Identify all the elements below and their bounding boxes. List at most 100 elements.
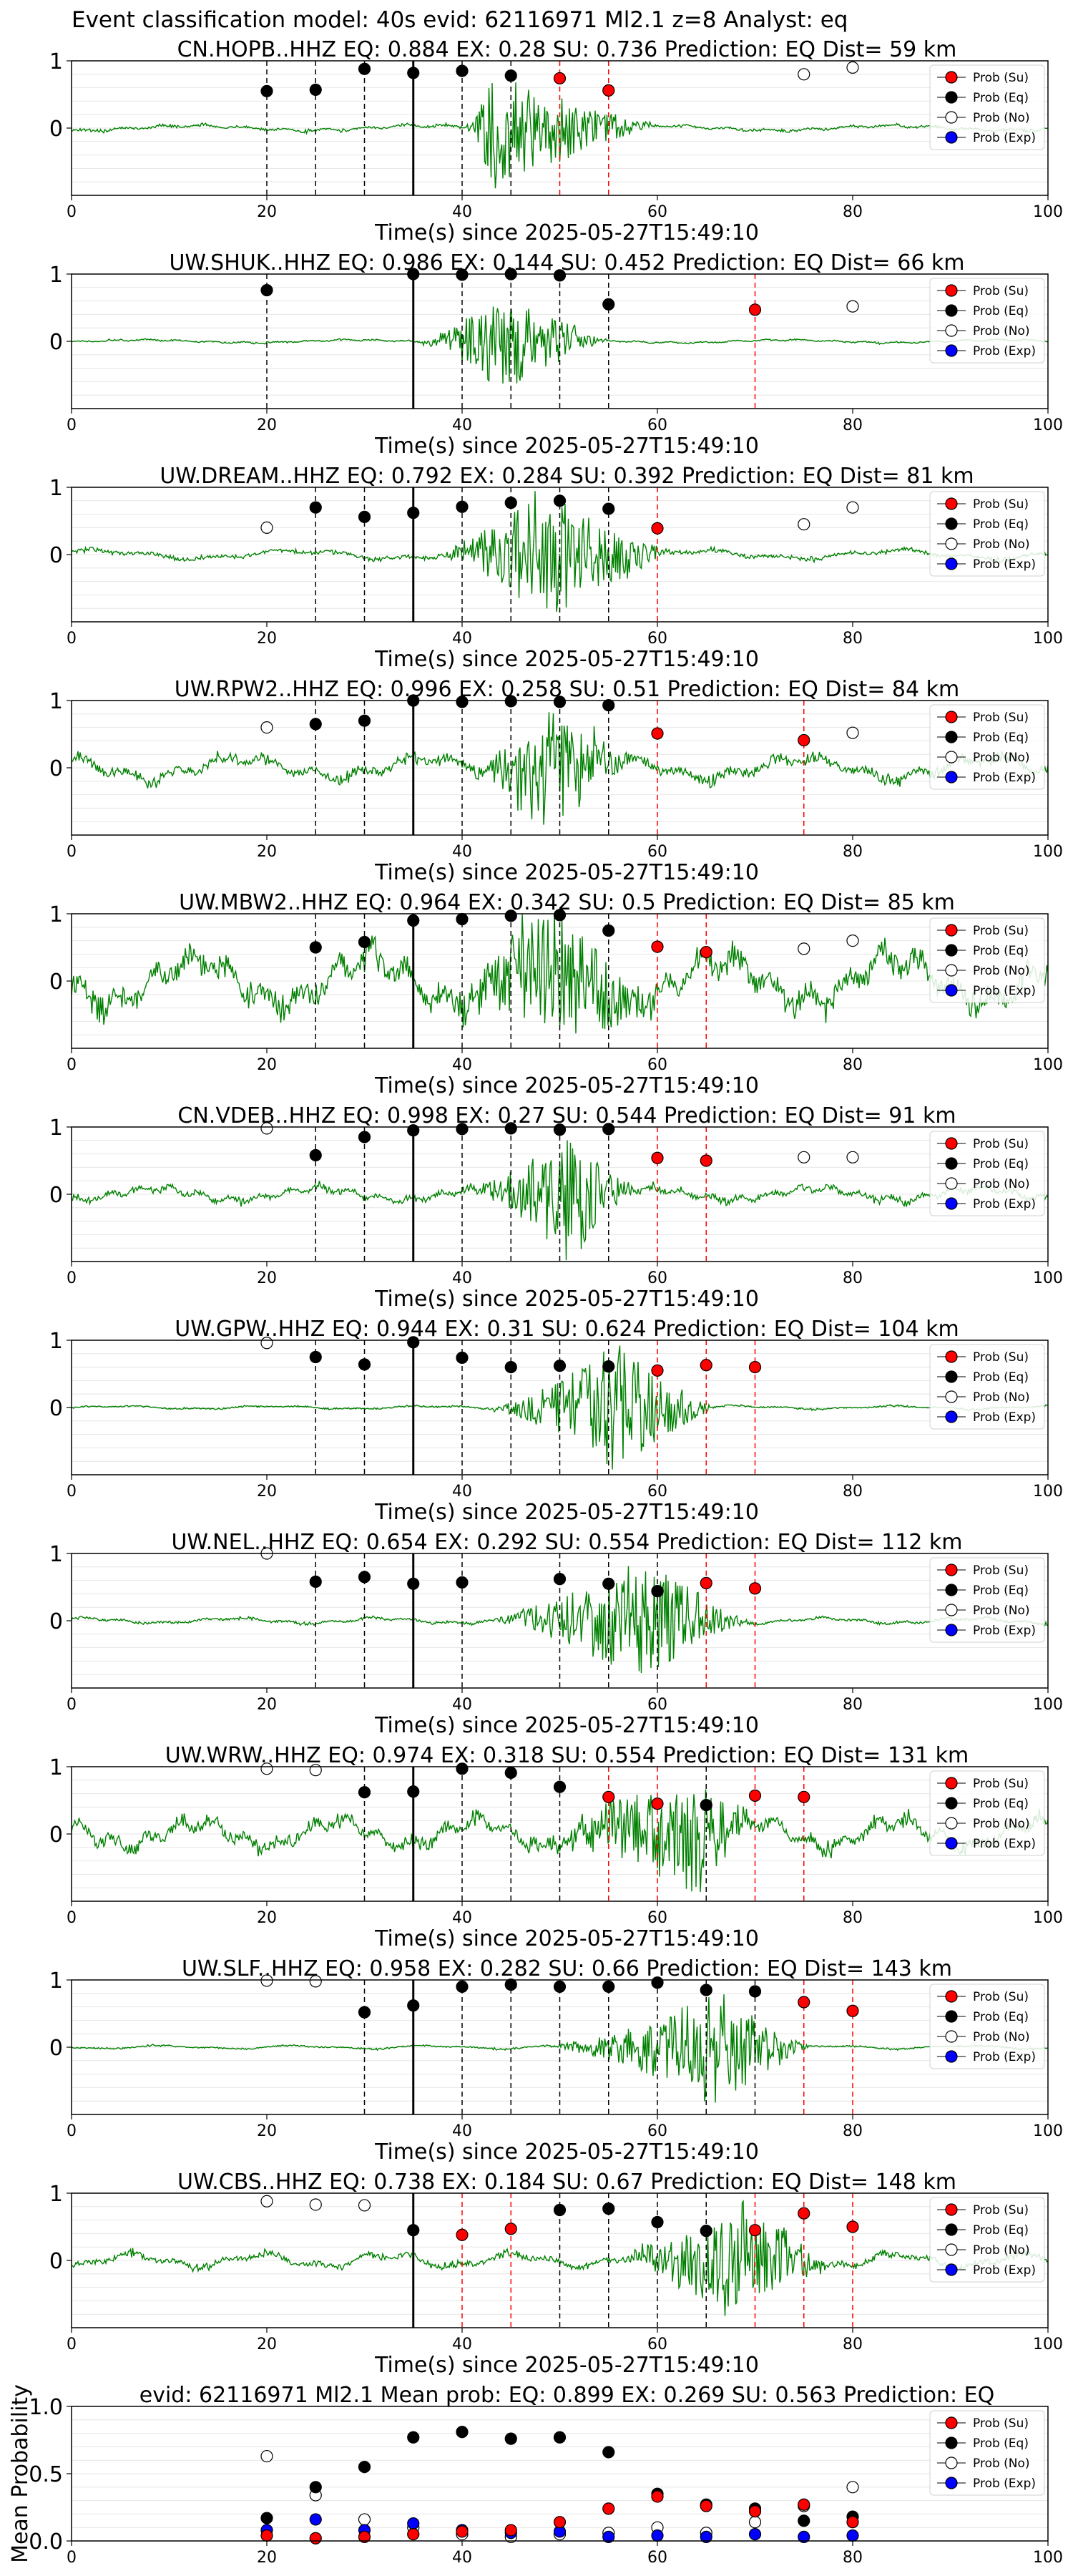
prob-no-point [748, 2516, 762, 2529]
legend-marker [945, 771, 958, 784]
prob-su-point [358, 2530, 371, 2543]
x-tick-label: 0 [67, 1696, 77, 1714]
prob-exp-point [651, 2529, 664, 2542]
x-tick-label: 100 [1033, 1483, 1063, 1501]
prob-eq-point [504, 695, 517, 708]
legend-marker [945, 131, 958, 144]
x-tick-label: 40 [452, 1269, 472, 1287]
prob-eq-point [407, 1999, 420, 2012]
legend-label: Prob (Su) [973, 1777, 1029, 1791]
prob-su-point [846, 2516, 859, 2529]
legend-box [929, 704, 1045, 790]
x-tick-label: 100 [1033, 1696, 1063, 1714]
prob-eq-point [553, 1573, 567, 1586]
x-tick-label: 0 [67, 843, 77, 861]
x-tick-label: 40 [452, 2336, 472, 2353]
legend-box [929, 1984, 1045, 2069]
prob-exp-point [846, 2529, 859, 2542]
prob-su-point [504, 2524, 517, 2537]
legend-marker [945, 91, 958, 104]
prob-eq-point [260, 84, 273, 97]
legend: Prob (Su) Prob (Eq) Prob (No) Prob (Exp) [929, 1131, 1045, 1216]
y-tick-label: 1 [49, 2182, 63, 2207]
legend-marker [945, 2050, 958, 2063]
legend-marker [945, 944, 958, 957]
x-axis-label: Time(s) since 2025-05-27T15:49:10 [374, 860, 759, 885]
prob-eq-point [358, 1358, 371, 1371]
prob-eq-point [553, 1780, 567, 1793]
x-tick-label: 20 [257, 630, 277, 648]
prob-eq-point [700, 1984, 712, 1996]
prob-su-point [651, 727, 664, 740]
legend-label: Prob (Su) [973, 711, 1029, 725]
y-tick-label: 1 [49, 1116, 63, 1141]
legend: Prob (Su) Prob (Eq) Prob (No) Prob (Exp) [929, 704, 1045, 790]
prob-su-point [846, 2220, 859, 2233]
prob-no-point [260, 1974, 273, 1987]
legend-label: Prob (Su) [973, 924, 1029, 938]
prob-eq-point [358, 935, 371, 949]
prob-no-point [260, 2195, 273, 2207]
legend-marker [945, 111, 958, 124]
x-tick-label: 60 [647, 1696, 667, 1714]
prob-exp-point [798, 2530, 810, 2543]
panel-title: CN.VDEB..HHZ EQ: 0.998 EX: 0.27 SU: 0.54… [177, 1103, 956, 1128]
legend-marker [945, 731, 958, 743]
x-tick-label: 80 [843, 1909, 863, 1927]
legend-label: Prob (No) [973, 1604, 1030, 1618]
prob-su-point [798, 2207, 810, 2220]
legend-marker [945, 2263, 958, 2276]
prob-eq-point [358, 1571, 371, 1584]
prob-su-point [260, 2529, 273, 2542]
legend-marker [945, 1777, 958, 1790]
prob-exp-point [602, 2530, 615, 2543]
legend-label: Prob (No) [973, 1390, 1030, 1405]
legend-label: Prob (Exp) [973, 2050, 1036, 2064]
prob-su-point [700, 1576, 712, 1589]
prob-eq-point [504, 1766, 517, 1780]
prob-su-point [798, 2498, 810, 2511]
x-tick-label: 100 [1033, 416, 1063, 434]
panel-title: CN.HOPB..HHZ EQ: 0.884 EX: 0.28 SU: 0.73… [177, 37, 957, 62]
legend-marker [945, 751, 958, 763]
x-tick-label: 0 [67, 1483, 77, 1501]
seismogram-trace [72, 491, 1048, 613]
legend-label: Prob (Exp) [973, 1410, 1036, 1425]
seismogram-trace [72, 82, 1048, 189]
prob-su-point [748, 1789, 762, 1802]
legend-label: Prob (Eq) [973, 1584, 1029, 1598]
y-tick-label: 1.0 [29, 2395, 63, 2420]
x-axis-label: Time(s) since 2025-05-27T15:49:10 [374, 434, 759, 459]
legend-label: Prob (Exp) [973, 2477, 1036, 2491]
prob-su-point [553, 72, 567, 85]
y-tick-label: 0 [49, 1183, 63, 1208]
x-tick-label: 100 [1033, 843, 1063, 861]
x-tick-label: 0 [67, 2549, 77, 2567]
x-tick-label: 40 [452, 630, 472, 648]
seismogram-trace [72, 1566, 1048, 1674]
prob-eq-point [456, 1576, 469, 1589]
prob-eq-point [456, 64, 469, 77]
prob-su-point [700, 2499, 712, 2512]
prob-eq-point [602, 1577, 615, 1590]
legend-label: Prob (Eq) [973, 1370, 1029, 1385]
panel-title: UW.MBW2..HHZ EQ: 0.964 EX: 0.342 SU: 0.5… [179, 890, 955, 915]
y-tick-label: 1 [49, 1542, 63, 1567]
prob-eq-point [651, 2215, 664, 2229]
legend-label: Prob (Eq) [973, 304, 1029, 318]
x-tick-label: 20 [257, 843, 277, 861]
prob-no-point [846, 501, 859, 514]
legend-marker [945, 1157, 958, 1170]
legend-marker [945, 2416, 958, 2429]
legend-marker [945, 1137, 958, 1150]
prob-eq-point [602, 502, 615, 515]
legend-marker [945, 924, 958, 937]
prob-su-point [700, 1154, 712, 1167]
legend-marker [945, 1990, 958, 2003]
panel-1: 0 20 40 60 80 100 0 1 CN.HOPB..HHZ EQ: 0.884 EX:… [49, 37, 1063, 245]
panel-title: UW.SHUK..HHZ EQ: 0.986 EX: 0.144 SU: 0.4… [169, 250, 964, 275]
legend-marker [945, 1350, 958, 1363]
x-tick-label: 40 [452, 2122, 472, 2140]
